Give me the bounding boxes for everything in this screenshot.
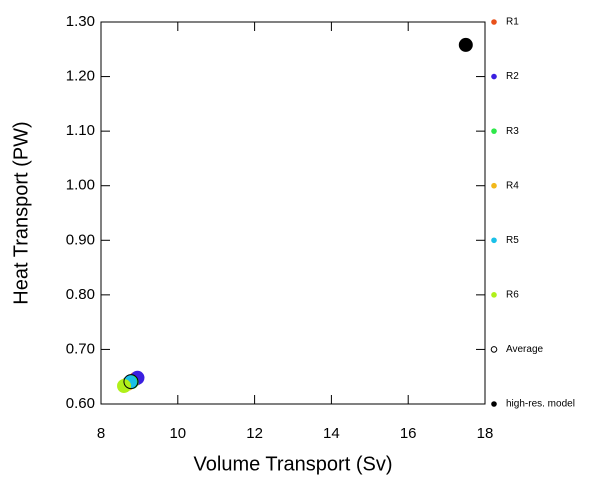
legend-marker (491, 292, 497, 298)
y-tick-label: 0.80 (66, 286, 95, 303)
y-tick-label: 1.30 (66, 13, 95, 30)
x-tick-label: 12 (246, 425, 263, 442)
y-tick-label: 0.60 (66, 395, 95, 412)
y-axis-title: Heat Transport (PW) (10, 121, 32, 304)
legend-marker (491, 182, 497, 189)
legend-marker (491, 19, 497, 25)
x-tick-label: 18 (477, 425, 494, 442)
x-axis-title: Volume Transport (Sv) (194, 453, 393, 475)
x-tick-label: 14 (323, 425, 340, 442)
y-tick-label: 0.90 (66, 231, 95, 248)
y-tick-label: 0.70 (66, 340, 95, 357)
legend-marker (491, 128, 497, 134)
y-tick-label: 1.20 (66, 68, 95, 85)
legend-label: R2 (506, 71, 519, 82)
x-tick-label: 16 (400, 425, 417, 442)
legend-marker (491, 401, 497, 407)
legend-label: R3 (506, 126, 519, 137)
point (123, 374, 139, 390)
point (117, 378, 132, 393)
legend-label: high-res. model (506, 399, 575, 410)
y-tick-label: 1.10 (66, 122, 95, 139)
legend-marker (491, 73, 497, 80)
plot-frame (100, 21, 486, 405)
legend-marker (490, 346, 498, 353)
legend-marker (491, 237, 497, 244)
legend-label: R6 (506, 289, 519, 300)
legend-label: Average (506, 344, 544, 355)
y-tick-label: 1.00 (66, 177, 95, 194)
x-tick-label: 10 (169, 425, 186, 442)
point (458, 37, 473, 52)
legend-label: R5 (506, 235, 519, 246)
legend-label: R4 (506, 180, 519, 191)
legend-label: R1 (506, 17, 519, 28)
x-tick-label: 8 (97, 425, 105, 442)
